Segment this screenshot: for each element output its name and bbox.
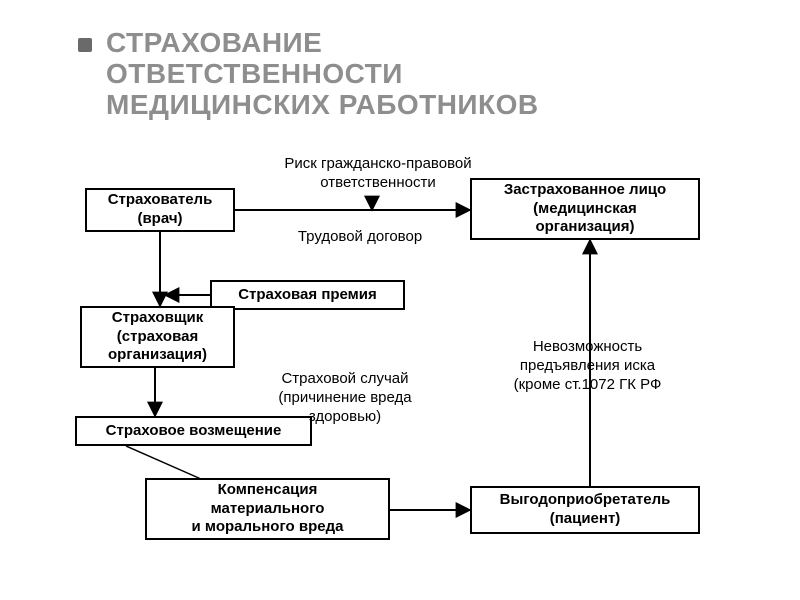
label-noclaim: Невозможность предъявления иска (кроме с… xyxy=(470,338,705,394)
node-insurer_doctor: Страхователь (врач) xyxy=(85,188,235,232)
node-compensation: Компенсация материального и морального в… xyxy=(145,478,390,540)
node-insured_org: Застрахованное лицо (медицинская организ… xyxy=(470,178,700,240)
label-case: Страховой случай (причинение вреда здоро… xyxy=(240,370,450,426)
label-risk: Риск гражданско-правовой ответственности xyxy=(258,155,498,193)
diagram-stage: СТРАХОВАНИЕ ОТВЕТСТВЕННОСТИ МЕДИЦИНСКИХ … xyxy=(0,0,800,600)
label-contract: Трудовой договор xyxy=(270,228,450,247)
node-beneficiary: Выгодоприобретатель (пациент) xyxy=(470,486,700,534)
node-premium: Страховая премия xyxy=(210,280,405,310)
node-insurer_company: Страховщик (страховая организация) xyxy=(80,306,235,368)
